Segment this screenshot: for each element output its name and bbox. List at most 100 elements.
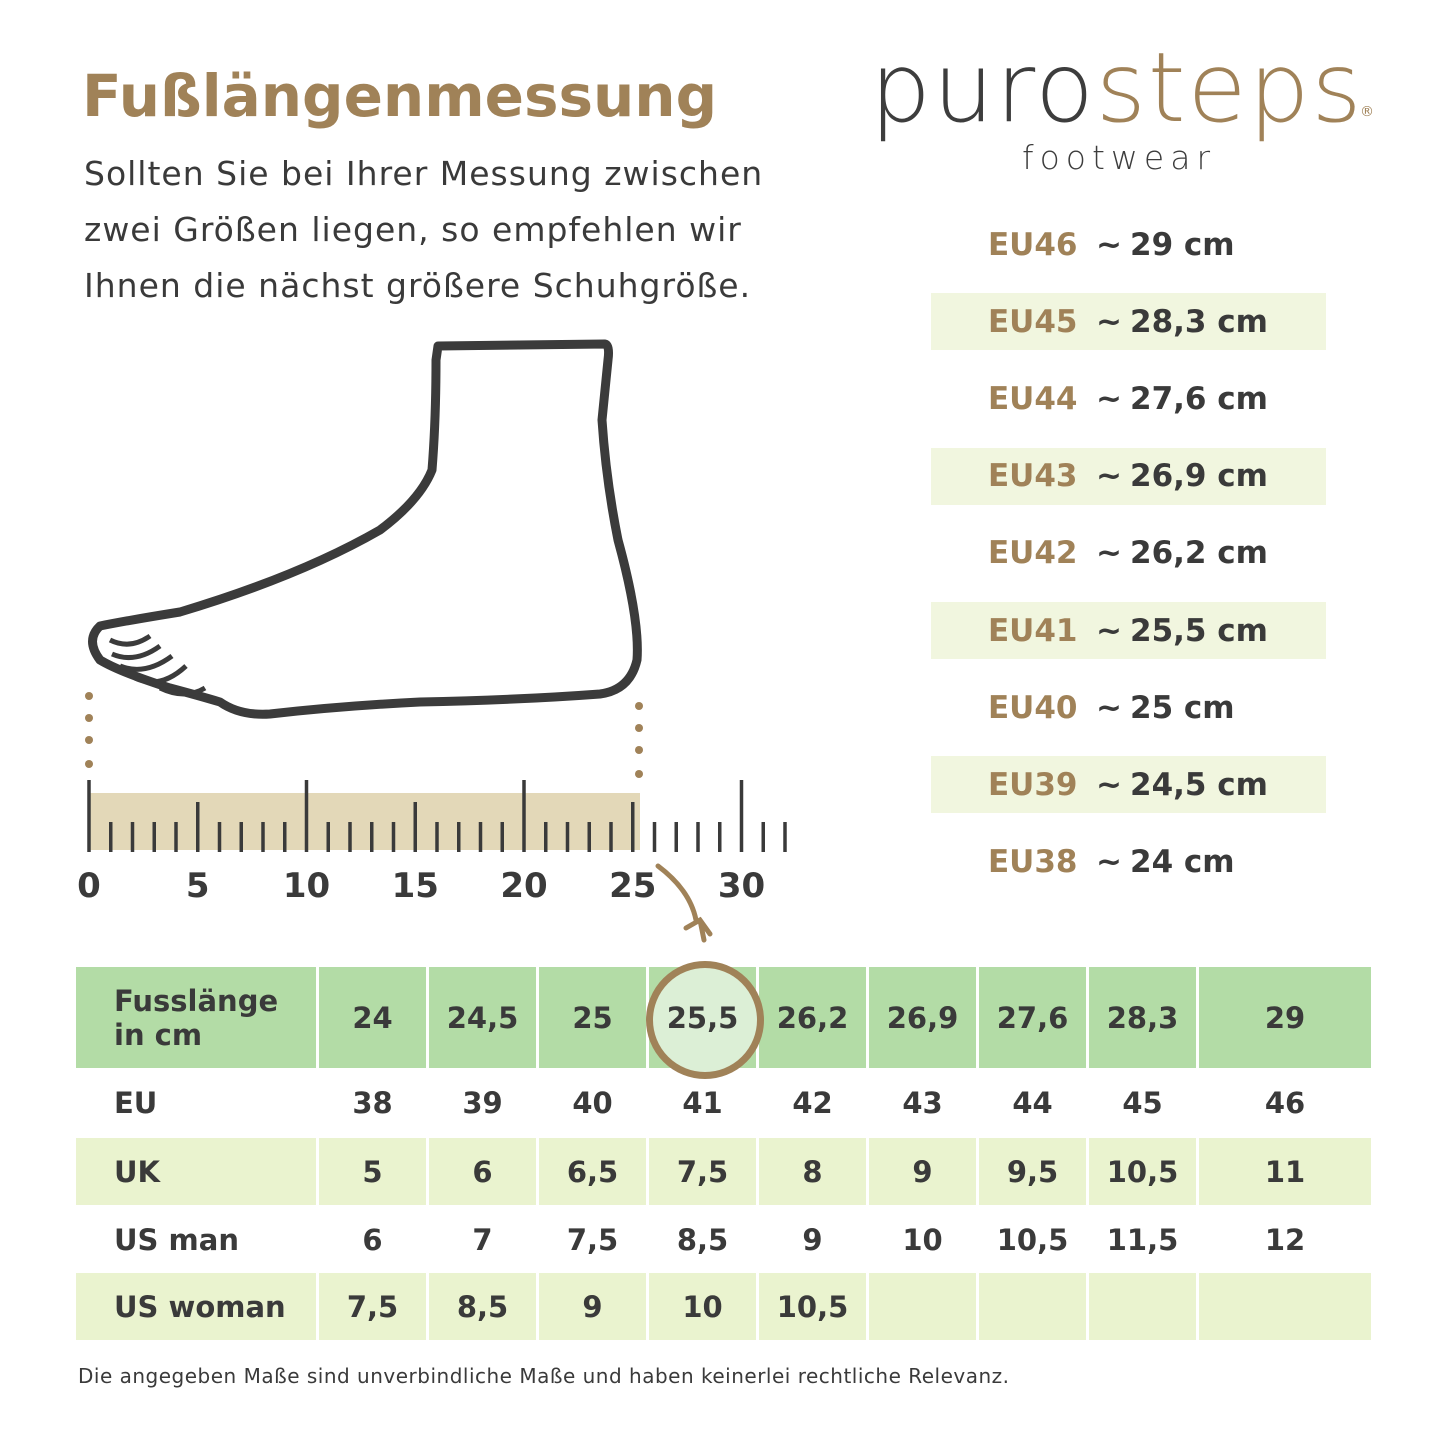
brand-logo: purosteps [870, 32, 1364, 144]
size-list-tilde: ~ [1096, 612, 1122, 649]
table-cell: 10 [649, 1273, 756, 1340]
size-list-item: EU45 ~28,3 cm [931, 293, 1326, 351]
table-cell: 26,9 [869, 967, 976, 1068]
foot-outline-icon [88, 339, 642, 719]
brand-subtitle: footwear [1022, 138, 1217, 177]
table-cell: 43 [869, 1070, 976, 1136]
intro-line: Ihnen die nächst größere Schuhgröße. [84, 266, 752, 305]
table-cell: 6 [319, 1207, 426, 1273]
ruler-label: 0 [77, 866, 101, 906]
table-cell: 10 [869, 1207, 976, 1273]
size-list-item: EU43 ~26,9 cm [931, 447, 1326, 505]
size-list-cm: 25 cm [1130, 689, 1235, 726]
row-label: US man [76, 1207, 316, 1273]
size-list-item: EU40 ~25 cm [931, 679, 1326, 736]
table-cell: 7,5 [319, 1273, 426, 1340]
size-list-eu: EU41 [988, 612, 1078, 649]
table-cell [979, 1273, 1086, 1340]
table-cell: 28,3 [1089, 967, 1196, 1068]
size-list-tilde: ~ [1096, 458, 1122, 495]
table-cell: 9 [869, 1138, 976, 1205]
table-cell: 10,5 [759, 1273, 866, 1340]
table-cell: 27,6 [979, 967, 1086, 1068]
page-title: Fußlängenmessung [82, 62, 718, 130]
row-label: Fusslänge in cm [76, 967, 316, 1068]
table-cell: 39 [429, 1070, 536, 1136]
table-cell: 29 [1199, 967, 1371, 1068]
table-cell: 6 [429, 1138, 536, 1205]
size-list-eu: EU43 [988, 458, 1078, 495]
size-list-tilde: ~ [1096, 380, 1122, 417]
row-label: UK [76, 1138, 316, 1205]
table-cell: 42 [759, 1070, 866, 1136]
table-cell: 8,5 [429, 1273, 536, 1340]
table-cell: 6,5 [539, 1138, 646, 1205]
size-list-cm: 28,3 cm [1130, 303, 1268, 340]
toe-lines [108, 633, 207, 697]
size-list-tilde: ~ [1096, 535, 1122, 572]
table-cell: 7 [429, 1207, 536, 1273]
size-list-tilde: ~ [1096, 766, 1122, 803]
foot-ruler-illustration [85, 339, 787, 943]
highlight-circle [646, 961, 764, 1079]
table-cell: 7,5 [649, 1138, 756, 1205]
size-list-tilde: ~ [1096, 689, 1122, 726]
table-cell: 7,5 [539, 1207, 646, 1273]
size-list-tilde: ~ [1096, 226, 1122, 263]
ruler-label: 15 [391, 866, 439, 906]
highlighted-value: 25,5 [666, 1000, 739, 1035]
ruler-label: 30 [717, 866, 766, 906]
table-cell [1089, 1273, 1196, 1340]
dotted-guide [85, 692, 643, 778]
registered-mark: ® [1360, 104, 1374, 120]
table-cell: 45 [1089, 1070, 1196, 1136]
ruler-fill [89, 793, 640, 850]
table-cell: 9 [539, 1273, 646, 1340]
table-cell: 10,5 [1089, 1138, 1196, 1205]
table-cell: 8,5 [649, 1207, 756, 1273]
row-label: US woman [76, 1273, 316, 1340]
size-list-eu: EU40 [988, 689, 1078, 726]
size-list-cm: 24 cm [1130, 844, 1235, 881]
table-cell: 5 [319, 1138, 426, 1205]
size-list-eu: EU38 [988, 844, 1078, 881]
table-cell: 9,5 [979, 1138, 1086, 1205]
ruler-label: 25 [609, 866, 657, 906]
size-list-tilde: ~ [1096, 303, 1122, 340]
ruler-label: 20 [500, 866, 548, 906]
table-cell: 10,5 [979, 1207, 1086, 1273]
size-list-cm: 29 cm [1130, 226, 1235, 263]
size-list-eu: EU39 [988, 766, 1078, 803]
size-list-cm: 27,6 cm [1130, 380, 1268, 417]
table-cell: 46 [1199, 1070, 1371, 1136]
table-cell: 25 [539, 967, 646, 1068]
size-list-item: EU38 ~24 cm [931, 834, 1326, 891]
table-cell: 8 [759, 1138, 866, 1205]
size-list-tilde: ~ [1096, 844, 1122, 881]
table-cell: 24,5 [429, 967, 536, 1068]
table-cell: 11,5 [1089, 1207, 1196, 1273]
size-list-item: EU46 ~29 cm [931, 216, 1326, 273]
arrow-icon [655, 863, 713, 943]
row-label: EU [76, 1070, 316, 1136]
disclaimer: Die angegeben Maße sind unverbindliche M… [78, 1364, 1010, 1388]
table-cell: 12 [1199, 1207, 1371, 1273]
size-list-eu: EU42 [988, 535, 1078, 572]
size-list-item: EU42 ~26,2 cm [931, 525, 1326, 582]
size-list-item: EU41 ~25,5 cm [931, 602, 1326, 659]
table-cell [1199, 1273, 1371, 1340]
table-cell: 44 [979, 1070, 1086, 1136]
size-list-cm: 25,5 cm [1130, 612, 1268, 649]
table-cell [869, 1273, 976, 1340]
ruler-label: 10 [282, 866, 331, 906]
table-cell: 9 [759, 1207, 866, 1273]
table-cell: 40 [539, 1070, 646, 1136]
ruler-label: 5 [185, 866, 210, 906]
size-list-eu: EU46 [988, 226, 1078, 263]
size-list-cm: 24,5 cm [1130, 766, 1268, 803]
intro-line: zwei Größen liegen, so empfehlen wir [84, 210, 742, 249]
table-cell: 38 [319, 1070, 426, 1136]
size-list-eu: EU44 [988, 380, 1078, 417]
size-list-item: EU44 ~27,6 cm [931, 370, 1326, 427]
